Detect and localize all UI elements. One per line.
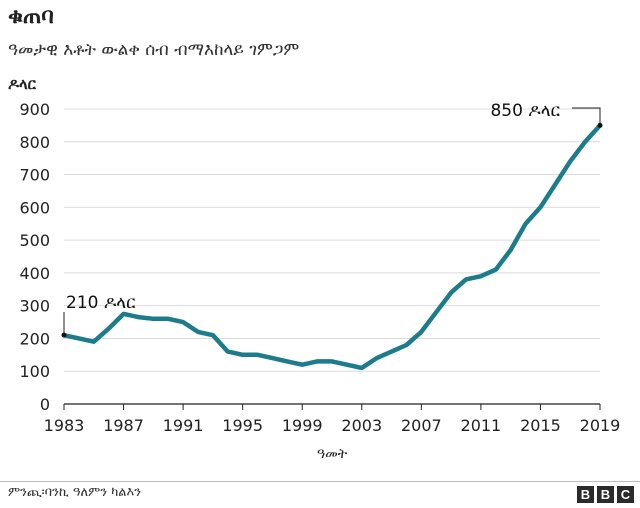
annotation-leader [572,107,601,126]
line-chart: ዶላር 0 100 200 300 400 500 600 700 800 900 1983 1987 1… [8,75,621,462]
y-tick-label: 600 [19,198,50,217]
y-tick-label: 400 [19,264,50,283]
x-tick-label: 1987 [103,416,144,435]
y-tick-label: 0 [40,395,50,414]
chart-title: ቁጠባ [8,4,54,29]
footer-divider [0,481,640,482]
x-tick-label: 1995 [222,416,263,435]
annotation-label-start: 210 ዶላር [66,293,136,313]
source-note: ምንጪ፡ባንኪ ዓለምን ካልእን [8,485,142,500]
x-tick-label: 2007 [401,416,442,435]
annotation-point [597,122,603,128]
x-tick-label: 2019 [580,416,621,435]
bbc-logo-letter: B [577,486,594,503]
x-axis-label: ዓመት [317,446,348,462]
bbc-logo-letter: B [597,486,614,503]
income-series-line [61,123,603,371]
bbc-logo-letter: C [617,486,634,503]
annotation-label-end: 850 ዶላር [490,101,560,121]
annotation-point [61,332,67,338]
x-tick-label: 2011 [461,416,502,435]
y-tick-label: 500 [19,231,50,250]
x-tick-label: 1999 [282,416,323,435]
chart-subtitle: ዓመታዊ እቶት ውልቀ ሰብ ብማእከላይ ገምጋም [8,40,300,60]
x-tick-label: 2003 [341,416,382,435]
y-tick-label: 700 [19,166,50,185]
y-axis-label: ዶላር [8,75,37,93]
y-tick-label: 900 [19,100,50,119]
y-tick-label: 300 [19,297,50,316]
x-tick-label: 2015 [520,416,561,435]
y-tick-label: 200 [19,329,50,348]
y-tick-label: 100 [19,362,50,381]
x-tick-label: 1991 [163,416,204,435]
bbc-logo: B B C [577,486,634,503]
y-tick-label: 800 [19,133,50,152]
x-tick-label: 1983 [44,416,85,435]
